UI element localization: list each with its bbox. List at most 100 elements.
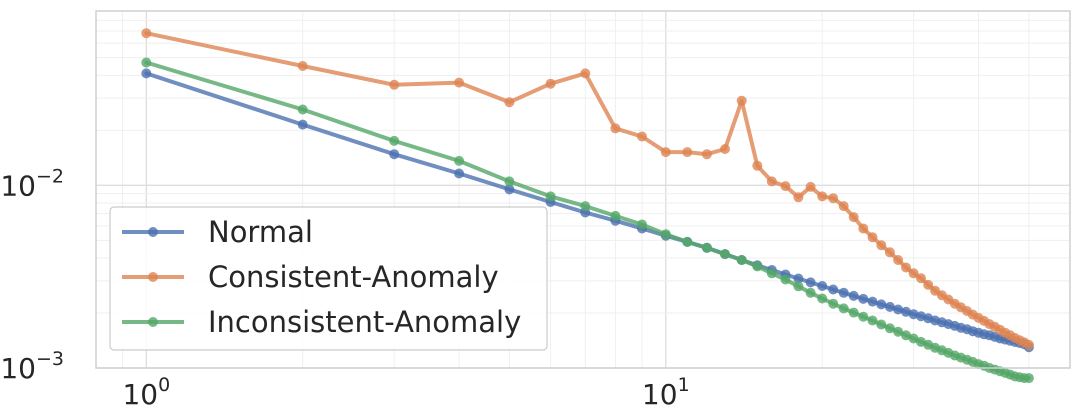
data-point bbox=[660, 229, 671, 240]
data-point bbox=[660, 147, 671, 158]
data-point bbox=[504, 97, 515, 108]
legend-swatch-marker bbox=[148, 317, 158, 327]
data-point bbox=[848, 212, 859, 223]
data-point bbox=[637, 131, 647, 142]
data-point bbox=[793, 192, 804, 203]
data-point bbox=[736, 95, 747, 106]
data-point bbox=[805, 181, 816, 192]
data-point bbox=[141, 68, 152, 79]
data-point bbox=[752, 160, 763, 171]
data-point bbox=[580, 201, 591, 212]
legend-label: Normal bbox=[208, 215, 313, 249]
data-point bbox=[580, 68, 591, 79]
data-point bbox=[682, 236, 693, 247]
data-point bbox=[876, 240, 887, 251]
data-point bbox=[454, 168, 465, 179]
data-point bbox=[545, 78, 556, 89]
data-point bbox=[893, 304, 904, 315]
data-point bbox=[141, 57, 152, 68]
data-point bbox=[720, 144, 730, 154]
data-point bbox=[793, 273, 804, 284]
data-point bbox=[893, 255, 904, 265]
legend: Normal Consistent-Anomaly Inconsistent-Ano… bbox=[109, 206, 548, 351]
data-point bbox=[780, 181, 791, 192]
data-point bbox=[766, 268, 777, 279]
legend-swatch-marker bbox=[148, 227, 158, 237]
data-point bbox=[838, 201, 849, 212]
data-point bbox=[297, 61, 308, 71]
data-point bbox=[1023, 339, 1034, 350]
data-point bbox=[923, 279, 934, 290]
x-tick-label: 101 bbox=[642, 374, 690, 411]
data-point bbox=[858, 311, 869, 322]
data-point bbox=[389, 149, 400, 160]
data-point bbox=[867, 232, 878, 243]
legend-label: Inconsistent-Anomaly bbox=[208, 305, 521, 339]
data-point bbox=[610, 123, 621, 134]
data-point bbox=[858, 293, 869, 304]
data-point bbox=[858, 223, 869, 234]
data-point bbox=[908, 268, 919, 279]
data-point bbox=[389, 79, 400, 90]
series-consistent-anomaly bbox=[141, 28, 1034, 350]
data-point bbox=[901, 330, 911, 341]
data-point bbox=[637, 219, 647, 230]
plot-frame bbox=[95, 10, 1071, 369]
data-point bbox=[828, 193, 839, 204]
data-point bbox=[901, 262, 911, 273]
data-point bbox=[682, 147, 693, 158]
data-point bbox=[828, 284, 839, 295]
data-point bbox=[828, 298, 839, 309]
tick-layer: 100 101 10−2 10−3 bbox=[0, 165, 689, 411]
data-point bbox=[1023, 373, 1034, 384]
data-point bbox=[780, 274, 791, 285]
data-point bbox=[454, 77, 465, 88]
legend-swatch-marker bbox=[148, 272, 158, 282]
data-point bbox=[848, 290, 859, 301]
data-point bbox=[141, 28, 152, 39]
data-point bbox=[805, 277, 816, 288]
y-tick-label: 10−3 bbox=[0, 348, 64, 385]
y-tick-label: 10−2 bbox=[0, 165, 64, 202]
data-point bbox=[766, 176, 777, 187]
data-point bbox=[884, 323, 895, 334]
data-point bbox=[454, 155, 465, 166]
legend-item: Inconsistent-Anomaly bbox=[122, 305, 521, 339]
data-point bbox=[805, 287, 816, 298]
legend-item: Consistent-Anomaly bbox=[122, 260, 499, 294]
data-point bbox=[848, 307, 859, 318]
data-point bbox=[389, 135, 400, 146]
x-tick-label: 100 bbox=[122, 374, 170, 411]
data-point bbox=[916, 273, 926, 284]
data-point bbox=[701, 242, 712, 253]
legend-label: Consistent-Anomaly bbox=[208, 260, 499, 294]
data-point bbox=[736, 255, 747, 265]
data-point bbox=[752, 261, 763, 272]
data-point bbox=[867, 296, 878, 307]
data-point bbox=[884, 301, 895, 312]
data-point bbox=[297, 104, 308, 115]
data-point bbox=[893, 326, 904, 337]
data-point bbox=[545, 191, 556, 202]
data-point bbox=[817, 293, 828, 304]
data-point bbox=[793, 281, 804, 292]
data-point bbox=[876, 299, 887, 310]
data-point bbox=[610, 210, 621, 221]
data-point bbox=[701, 149, 712, 160]
legend-frame bbox=[109, 206, 548, 351]
data-point bbox=[504, 184, 515, 195]
data-point bbox=[720, 249, 730, 260]
data-point bbox=[817, 191, 828, 202]
data-point bbox=[838, 287, 849, 298]
data-point bbox=[838, 303, 849, 314]
data-point bbox=[867, 315, 878, 326]
legend-item: Normal bbox=[122, 215, 313, 249]
data-point bbox=[901, 306, 911, 317]
data-point bbox=[817, 281, 828, 291]
data-point bbox=[504, 176, 515, 187]
data-point bbox=[884, 247, 895, 258]
data-point bbox=[297, 119, 308, 130]
data-point bbox=[876, 319, 887, 330]
